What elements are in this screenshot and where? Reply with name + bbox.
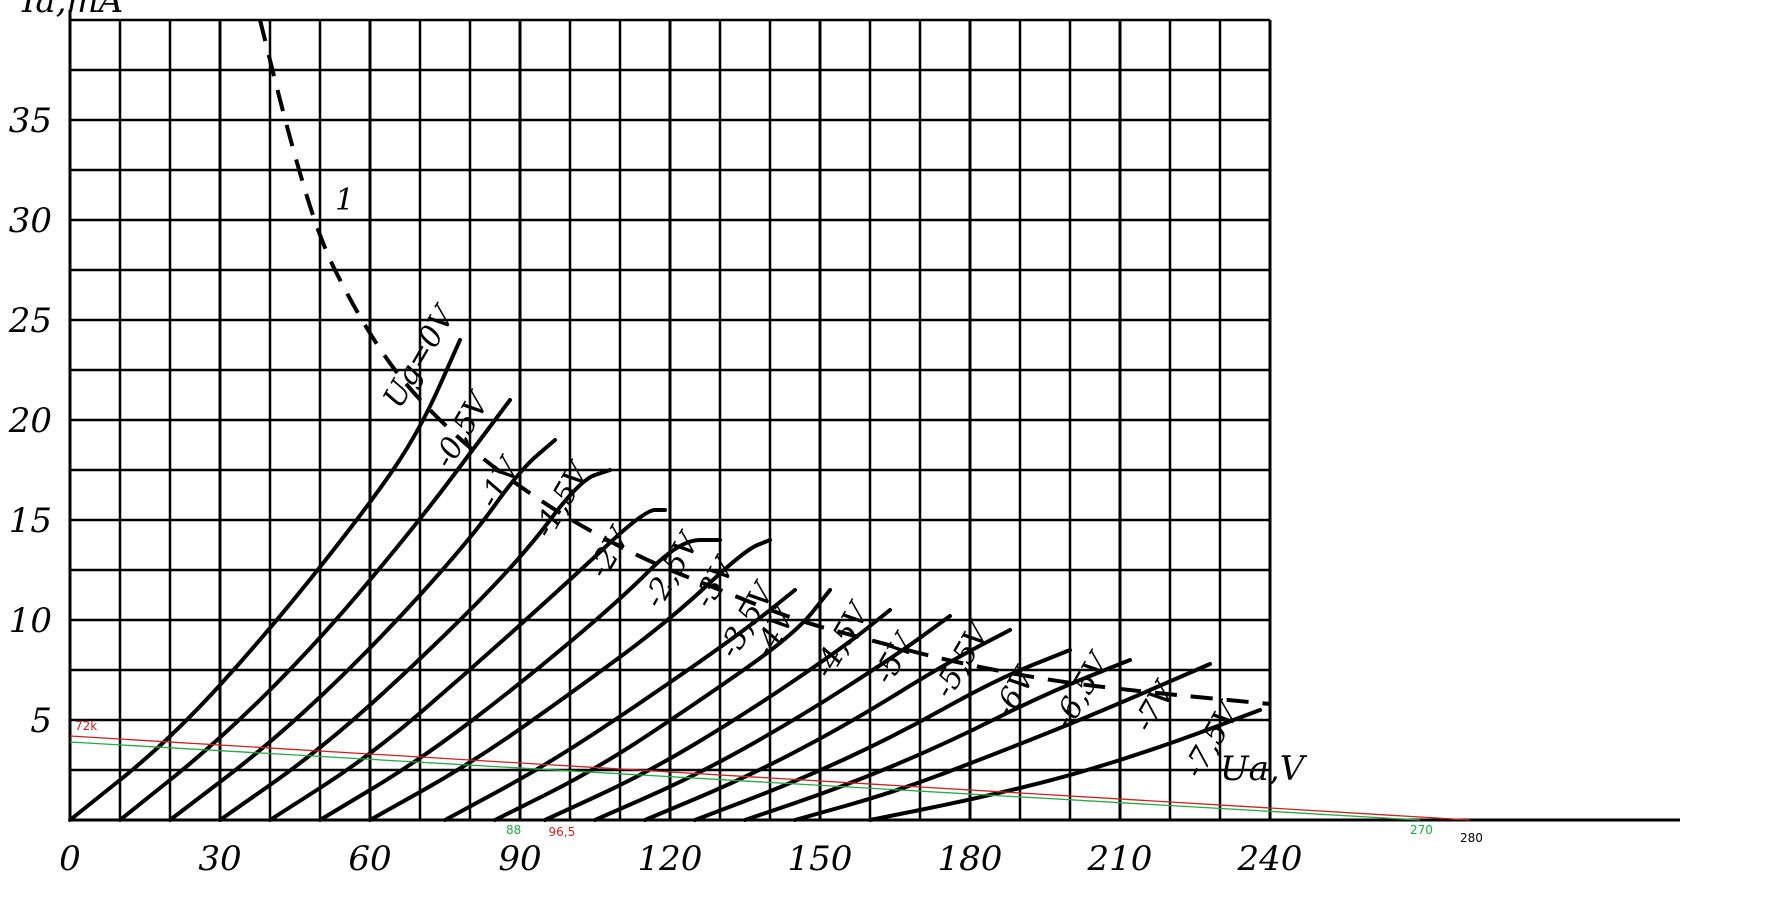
chart-load-lines (69, 735, 1471, 821)
x-tick-label: 120 (638, 839, 703, 879)
black-mark-label: 280 (1460, 831, 1483, 845)
dissipation-curve-label: 1 (335, 183, 354, 218)
x-tick-label: 90 (498, 839, 541, 879)
curve-label: -5,5V (927, 615, 999, 704)
y-tick-label: 20 (8, 401, 52, 441)
chart-curves (68, 19, 1271, 822)
load-line (69, 735, 1471, 821)
green-mark-label: 88 (506, 823, 521, 837)
characteristic-curve (118, 398, 512, 822)
red-mark-label: 96,5 (549, 825, 576, 839)
x-tick-label: 60 (348, 839, 391, 879)
characteristic-curve (743, 658, 1132, 822)
x-tick-label: 210 (1087, 839, 1153, 879)
characteristic-curve (168, 438, 557, 822)
y-tick-label: 10 (9, 601, 52, 641)
curve-label: -7V (1127, 674, 1184, 738)
load-line (69, 741, 1421, 821)
characteristic-curve (593, 614, 952, 822)
y-tick-label: 35 (9, 101, 52, 141)
characteristic-curve (268, 508, 667, 822)
y-tick-label: 25 (8, 301, 52, 341)
y-tick-label: 30 (9, 201, 52, 241)
characteristic-curve (493, 588, 832, 822)
characteristic-curve (793, 662, 1212, 822)
characteristic-curve (868, 708, 1262, 822)
x-tick-label: 0 (59, 839, 81, 879)
max-dissipation-curve (258, 19, 1271, 706)
characteristic-curve (318, 538, 722, 822)
characteristic-curve (693, 648, 1072, 822)
characteristic-curve (368, 538, 772, 822)
characteristic-curve (443, 588, 797, 822)
characteristic-curve (543, 608, 892, 822)
x-tick-label: 150 (788, 839, 853, 879)
green-mark-label: 270 (1410, 823, 1433, 837)
y-tick-label: 15 (9, 501, 52, 541)
characteristic-curve (643, 628, 1012, 822)
characteristic-curve (68, 338, 462, 822)
load-resistance-label: 72k (75, 719, 97, 733)
x-tick-label: 30 (198, 839, 241, 879)
y-tick-label: 5 (30, 701, 52, 741)
characteristic-curve (218, 468, 612, 822)
chart-axes: 0 30 60 90 120 150 180 210 240 5 10 15 20 25 30 35 Ia,mA… (8, 0, 1680, 879)
x-axis-title: Ua,V (1220, 749, 1308, 789)
chart-labels: Ug=0V-0,5V-1V -1,5V-2V -2,5V-3V-3,5V-4V -4,… (75, 183, 1483, 845)
x-tick-label: 240 (1237, 839, 1303, 879)
x-tick-label: 180 (938, 839, 1003, 879)
y-axis-title: Ia,mA (21, 0, 123, 21)
